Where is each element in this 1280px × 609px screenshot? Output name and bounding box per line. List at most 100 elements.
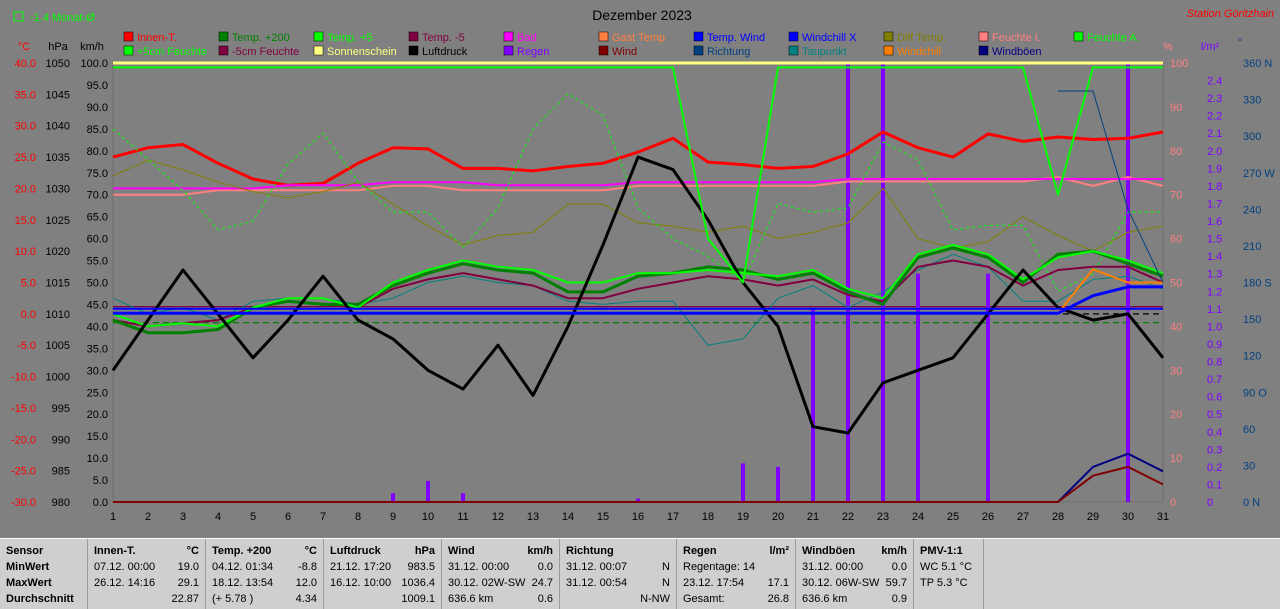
legend-label: Innen-T. [137,32,177,44]
legend-item: +5cm Feuchte [123,45,207,58]
pct-tick-label: 20 [1170,409,1182,421]
x-tick-label: 2 [145,511,151,523]
stat-card-title: Temp. +200 [212,545,272,557]
min-time: 21.12. 17:20 [330,561,392,573]
x-tick-label: 27 [1017,511,1029,523]
x-tick-label: 21 [807,511,819,523]
pct-tick-label: 0 [1170,497,1176,509]
stat-row: 30.12. 06W-SW 59.7 [802,575,907,591]
stat-row: WC 5.1 °C [920,559,977,575]
min-time: 04.12. 01:34 [212,561,274,573]
deg-tick-label: 360 N [1243,58,1272,70]
lm2-tick-label: 1.6 [1207,216,1222,228]
stat-row: TP 5.3 °C [920,575,977,591]
lm2-tick-label: 1.7 [1207,198,1222,210]
stat-card-title: Regen [683,545,717,557]
stat-row: 31.12. 00:00 0.0 [448,559,553,575]
series-line-temp-200 [112,246,1164,335]
stat-row: 18.12. 13:54 12.0 [212,575,317,591]
legend-swatch [503,45,514,56]
legend-item: Windböen [978,45,1042,58]
avg-swatch [13,11,24,22]
x-tick-label: 13 [527,511,539,523]
hpa-tick-label: 1030 [46,183,70,195]
hpa-tick-label: 990 [52,434,70,446]
x-tick-label: 22 [842,511,854,523]
kmh-tick-label: 90.0 [87,102,108,114]
stat-card-title: Windböen [802,545,856,557]
pct-tick-label: 70 [1170,190,1182,202]
temp_c-tick-label: -30.0 [11,497,36,509]
sensor-header: Sensor [6,545,44,557]
max-time: TP 5.3 °C [920,577,968,589]
temp_c-tick-label: 0.0 [21,309,36,321]
x-tick-label: 15 [597,511,609,523]
legend-item: Innen-T. [123,31,177,44]
stat-card-unit: km/h [527,545,553,557]
stat-row: Regen l/m² [683,543,789,559]
legend-swatch [313,31,324,42]
kmh-tick-label: 75.0 [87,168,108,180]
deg-tick-label: 90 O [1243,387,1267,399]
hpa-tick-label: 1045 [46,89,70,101]
legend-item: Temp. Wind [693,31,765,44]
legend-item: Regen [503,45,549,58]
stat-row: 26.12. 14:16 29.1 [94,575,199,591]
stat-row: 07.12. 00:00 19.0 [94,559,199,575]
legend-item: Bad [503,31,537,44]
max-value: 59.7 [885,577,907,589]
kmh-tick-label: 65.0 [87,212,108,224]
legend-item: Feuchte I. [978,31,1041,44]
pct-tick-label: 10 [1170,453,1182,465]
x-tick-label: 26 [982,511,994,523]
stat-card: Innen-T. °C 07.12. 00:00 19.0 26.12. 14:16 29… [88,539,206,609]
series-line-richtung [1058,90,1164,283]
lm2-tick-label: 0.3 [1207,444,1222,456]
kmh-tick-label: 15.0 [87,431,108,443]
legend-swatch [978,45,989,56]
legend-item: Temp. -5 [408,31,465,44]
legend-swatch [313,45,324,56]
min-value: 0.0 [891,561,907,573]
avg-note: 636.6 km [448,593,494,605]
stat-card: Regen l/m² Regentage: 14 23.12. 17:54 17.1 Ge… [677,539,796,609]
min-value: N [662,561,670,573]
x-tick-label: 4 [215,511,221,523]
min-time: 07.12. 00:00 [94,561,156,573]
legend-label: Feuchte A. [1087,32,1140,44]
temp_c-tick-label: 35.0 [15,89,36,101]
max-value: 12.0 [295,577,317,589]
lm2-tick-label: 0.1 [1207,479,1222,491]
x-tick-label: 3 [180,511,186,523]
legend-swatch [788,31,799,42]
legend-swatch [503,31,514,42]
rain-bar [881,63,885,502]
lm2-tick-label: 1.9 [1207,163,1222,175]
stat-card: Temp. +200 °C 04.12. 01:34 -8.8 18.12. 13:54… [206,539,324,609]
stat-row: 636.6 km 0.6 [448,591,553,607]
weather-chart: Dezember 2023 Station Göritzhain -1.4 Mo… [11,7,1275,523]
kmh-tick-label: 100.0 [80,58,108,70]
avg-note: Gesamt: [683,593,725,605]
legend: Innen-T. Temp. +200 Temp. +5 Temp. -5 Bad Gas… [123,31,1140,58]
temp_c-tick-label: -5.0 [17,340,36,352]
kmh-tick-label: 0.0 [93,497,108,509]
pct-tick-label: 30 [1170,365,1182,377]
kmh-tick-label: 10.0 [87,453,108,465]
hpa-tick-label: 995 [52,403,70,415]
stat-card-title: Luftdruck [330,545,381,557]
legend-item: Temp. +200 [218,31,290,44]
stat-row: Wind km/h [448,543,553,559]
hpa-tick-label: 1015 [46,278,70,290]
rain-bar [846,63,850,502]
avg-value: 22.87 [171,593,199,605]
legend-label: Richtung [707,46,750,58]
lm2-tick-label: 1.2 [1207,286,1222,298]
legend-label: Luftdruck [422,46,468,58]
x-tick-label: 20 [772,511,784,523]
legend-swatch [1073,31,1084,42]
x-tick-label: 30 [1122,511,1134,523]
deg-tick-label: 60 [1243,424,1255,436]
legend-label: -5cm Feuchte [232,46,299,58]
legend-item: Windchill [883,45,941,58]
